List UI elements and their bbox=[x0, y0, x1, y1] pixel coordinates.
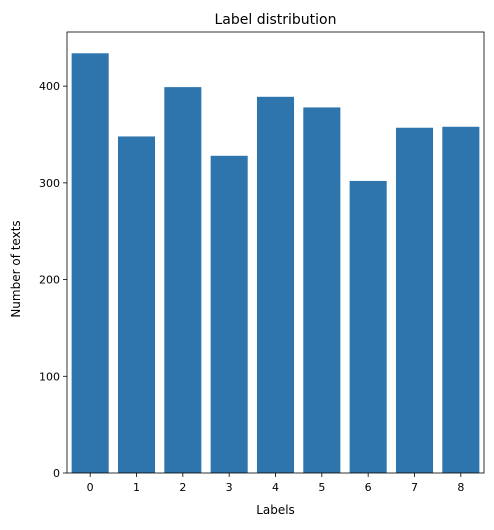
chart-title: Label distribution bbox=[214, 12, 336, 28]
x-axis-label: Labels bbox=[256, 503, 295, 517]
y-tick-label-0: 0 bbox=[53, 467, 60, 480]
x-tick-label-4: 4 bbox=[272, 481, 279, 494]
bar-7 bbox=[395, 127, 434, 474]
x-tick-label-0: 0 bbox=[87, 481, 94, 494]
x-tick-label-5: 5 bbox=[318, 481, 325, 494]
x-tick-label-3: 3 bbox=[226, 481, 233, 494]
bar-3 bbox=[210, 155, 248, 474]
bar-8 bbox=[442, 126, 480, 473]
bar-4 bbox=[256, 96, 295, 474]
bar-6 bbox=[349, 180, 387, 473]
bars-group bbox=[71, 53, 480, 474]
x-tick-label-1: 1 bbox=[133, 481, 140, 494]
plot-area-border bbox=[66, 31, 485, 474]
x-tick-label-6: 6 bbox=[365, 481, 372, 494]
y-tick-label-200: 200 bbox=[39, 274, 60, 287]
y-tick-label-300: 300 bbox=[39, 177, 60, 190]
x-ticks-group: 0 1 2 3 4 5 6 7 8 bbox=[87, 473, 464, 494]
y-axis-label: Number of texts bbox=[9, 220, 23, 317]
bar-0 bbox=[71, 53, 109, 473]
axes-frame bbox=[66, 31, 485, 474]
y-tick-label-400: 400 bbox=[39, 80, 60, 93]
x-tick-label-2: 2 bbox=[179, 481, 186, 494]
y-ticks-group: 0 100 200 300 400 bbox=[39, 80, 67, 480]
x-tick-label-7: 7 bbox=[411, 481, 418, 494]
y-tick-label-100: 100 bbox=[39, 370, 60, 383]
x-tick-label-8: 8 bbox=[457, 481, 464, 494]
bar-2 bbox=[164, 87, 202, 474]
bar-5 bbox=[303, 107, 341, 474]
bar-1 bbox=[117, 136, 156, 473]
